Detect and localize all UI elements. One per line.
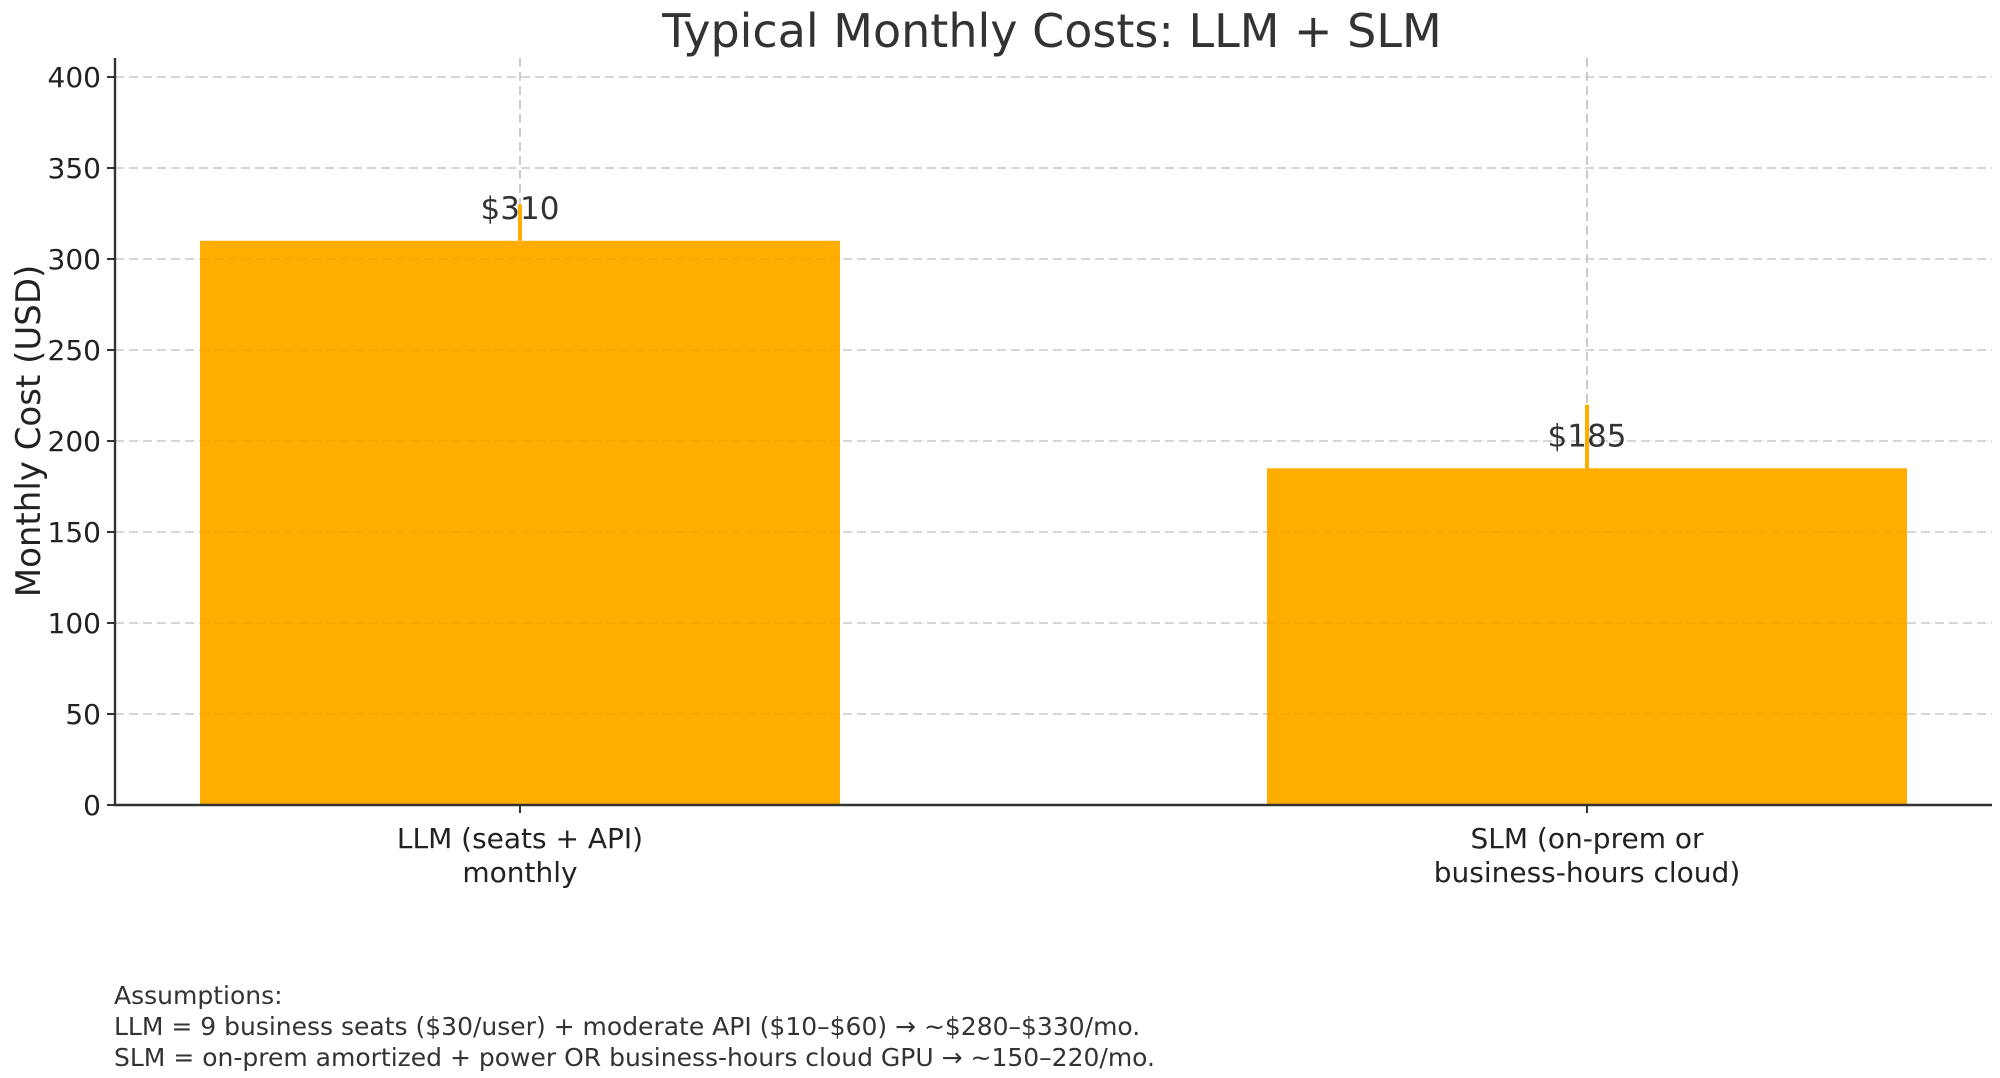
assumptions-heading: Assumptions: [114,981,283,1010]
y-tick-label: 100 [48,607,101,640]
x-tick-label: monthly [462,856,577,889]
bars-layer: $310 $185 [200,58,1907,806]
assumptions-note: Assumptions: LLM = 9 business seats ($30… [114,980,1155,1073]
data-label-1: $185 [1548,418,1627,454]
assumption-llm: LLM = 9 business seats ($30/user) + mode… [114,1012,1141,1041]
bar-0 [200,240,840,806]
chart-title: Typical Monthly Costs: LLM + SLM [661,4,1441,58]
y-tick-label: 0 [83,789,101,822]
assumption-slm: SLM = on-prem amortized + power OR busin… [114,1043,1155,1072]
x-tick-label: SLM (on-prem or [1470,822,1704,855]
axes-layer: 0 50 100 150 200 250 300 350 400 LLM (seats + API… [48,58,1992,889]
y-tick-label: 250 [48,334,101,367]
x-tick-label: business-hours cloud) [1434,856,1741,889]
x-tick-label: LLM (seats + API) [397,822,643,855]
y-tick-label: 350 [48,152,101,185]
bar-1 [1267,468,1907,805]
y-tick-label: 200 [48,425,101,458]
y-tick-label: 300 [48,243,101,276]
y-tick-label: 150 [48,516,101,549]
y-tick-label: 400 [48,61,101,94]
data-label-0: $310 [481,191,560,227]
y-axis-label: Monthly Cost (USD) [9,265,49,598]
y-tick-label: 50 [65,698,101,731]
